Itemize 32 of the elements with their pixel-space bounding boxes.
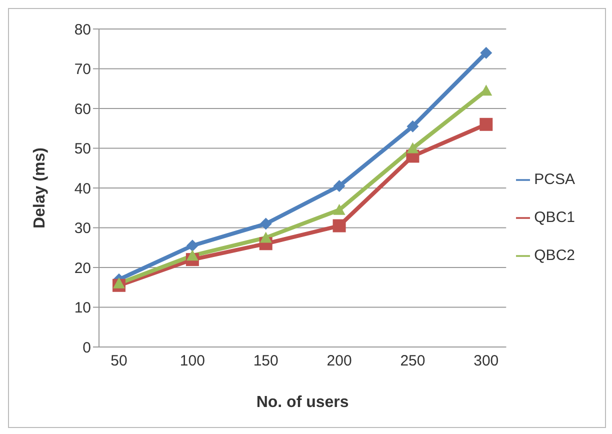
x-tick-label: 250 xyxy=(400,352,426,370)
legend-label: PCSA xyxy=(534,171,575,188)
y-tick-label: 80 xyxy=(74,21,91,38)
point xyxy=(260,218,272,230)
point xyxy=(186,240,198,252)
y-tick-label: 50 xyxy=(74,140,91,158)
point xyxy=(186,250,198,261)
point xyxy=(332,219,346,232)
point xyxy=(406,120,419,132)
point xyxy=(480,46,492,59)
y-axis-title: Delay (ms) xyxy=(32,148,49,228)
point xyxy=(333,204,346,215)
x-tick-label: 200 xyxy=(326,352,352,370)
y-tick-label: 20 xyxy=(74,260,91,277)
y-tick-label: 30 xyxy=(74,220,91,238)
y-tick-label: 10 xyxy=(74,300,91,317)
point xyxy=(260,232,272,243)
x-tick-label: 150 xyxy=(253,352,278,370)
point xyxy=(480,118,493,131)
y-tick-label: 60 xyxy=(74,100,91,118)
legend-label: QBC2 xyxy=(534,247,575,264)
x-tick-label: 50 xyxy=(110,352,128,370)
x-axis-title: No. of users xyxy=(256,394,349,411)
legend-label: QBC1 xyxy=(534,209,575,226)
x-tick-label: 100 xyxy=(180,352,205,370)
y-tick-label: 70 xyxy=(74,61,91,78)
y-tick-label: 40 xyxy=(74,180,91,198)
point xyxy=(333,180,346,192)
point xyxy=(113,277,125,288)
point xyxy=(406,142,419,154)
x-tick-label: 300 xyxy=(474,352,499,370)
y-tick-label: 0 xyxy=(82,339,91,356)
